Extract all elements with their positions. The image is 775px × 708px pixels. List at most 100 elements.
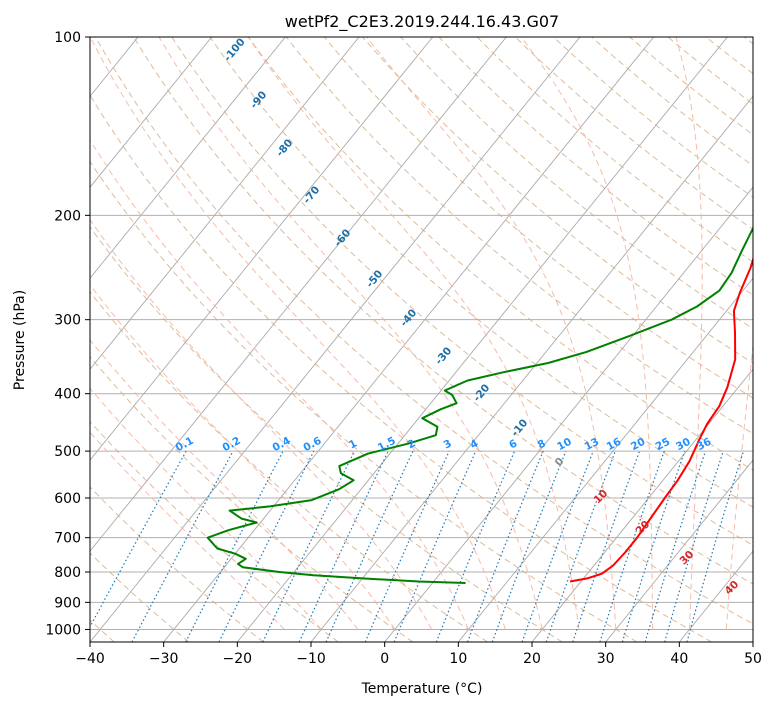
y-tick-label: 400 xyxy=(54,387,81,403)
mixing-ratio-label: 16 xyxy=(605,436,624,453)
x-axis-label: Temperature (°C) xyxy=(361,681,483,697)
mixing-ratio-line xyxy=(521,450,594,642)
y-tick-label: 300 xyxy=(54,313,81,329)
moist-adiabat-line xyxy=(90,339,359,630)
isotherm-line xyxy=(90,37,507,552)
dry-adiabat-line xyxy=(90,420,339,642)
moist-adiabat-line xyxy=(90,138,469,630)
mixing-ratio-line xyxy=(435,450,516,642)
dewpoint-profile-line xyxy=(206,224,753,584)
mixing-ratio-line xyxy=(298,450,389,642)
y-tick-label: 100 xyxy=(54,30,81,46)
dry-adiabat-label: -50 xyxy=(364,268,385,290)
y-tick-label: 600 xyxy=(54,491,81,507)
dry-adiabat-label: 0 xyxy=(553,455,567,468)
mixing-ratio-line xyxy=(262,450,355,642)
moist-adiabat-line xyxy=(247,37,580,630)
plot-frame xyxy=(89,36,754,643)
x-tick-label: 20 xyxy=(523,651,541,667)
x-tick-label: −30 xyxy=(149,651,179,667)
dry-adiabat-line xyxy=(362,37,753,364)
isotherm-line xyxy=(90,37,213,188)
dry-adiabat-line xyxy=(743,37,753,45)
mixing-ratio-line xyxy=(90,450,187,629)
isotherm-line xyxy=(531,368,753,642)
mixing-ratio-label: 8 xyxy=(536,437,548,451)
moist-adiabat-line xyxy=(90,431,285,630)
mixing-ratio-line xyxy=(686,450,745,642)
dry-adiabat-label: -10 xyxy=(509,417,530,439)
mixing-ratio-label: 25 xyxy=(654,436,673,453)
dry-adiabat-line xyxy=(90,486,264,642)
x-tick-label: −10 xyxy=(296,651,326,667)
moist-adiabat-label: 40 xyxy=(722,578,741,597)
moist-adiabat-line xyxy=(366,37,617,630)
isotherm-line xyxy=(163,37,655,642)
mixing-ratio-line xyxy=(325,450,414,642)
dry-adiabat-line xyxy=(591,37,753,167)
mixing-ratio-line xyxy=(545,450,616,642)
x-tick-label: 40 xyxy=(670,651,688,667)
moist-adiabat-line xyxy=(90,218,433,630)
dry-adiabat-label: -90 xyxy=(248,89,269,111)
isotherm-line xyxy=(384,186,753,642)
moist-adiabat-line xyxy=(725,341,753,630)
isotherm-line xyxy=(90,37,286,279)
dry-adiabat-label: -20 xyxy=(471,382,492,404)
moist-adiabat-label: 30 xyxy=(677,548,696,567)
dry-adiabat-line xyxy=(90,291,488,642)
isotherm-line xyxy=(457,277,753,642)
y-tick-label: 900 xyxy=(54,595,81,611)
x-tick-label: 50 xyxy=(744,651,762,667)
moist-adiabat-label: 10 xyxy=(591,487,610,506)
dry-adiabat-label: -80 xyxy=(274,137,295,159)
dry-adiabat-label: -100 xyxy=(222,36,248,64)
isotherm-line xyxy=(236,37,728,642)
isotherm-line xyxy=(90,37,434,461)
dry-adiabat-line xyxy=(90,160,638,642)
dry-adiabat-label: -40 xyxy=(398,307,419,329)
y-tick-label: 200 xyxy=(54,208,81,224)
dry-adiabat-line xyxy=(553,37,753,198)
isotherm-line xyxy=(90,37,581,642)
isotherm-line xyxy=(752,641,753,642)
x-tick-label: 10 xyxy=(449,651,467,667)
y-tick-label: 800 xyxy=(54,565,81,581)
dry-adiabat-line xyxy=(247,37,753,471)
mixing-ratio-label: 2 xyxy=(406,437,418,451)
moist-adiabat-line xyxy=(90,37,506,630)
mixing-ratio-label: 10 xyxy=(555,436,574,453)
mixing-ratio-label: 13 xyxy=(583,436,602,453)
background-lines xyxy=(90,37,753,642)
line-labels: 0.1 0.2 0.4 0.6 1 1.5 2 3 4 6 8 10 13 16 20 25 30 36-100-… xyxy=(174,36,742,597)
x-tick-label: −20 xyxy=(223,651,253,667)
mixing-ratio-line xyxy=(572,450,641,642)
mixing-ratio-line xyxy=(621,450,686,642)
dry-adiabat-line xyxy=(171,37,753,546)
isotherm-line xyxy=(605,459,753,642)
dry-adiabat-line xyxy=(90,94,712,642)
moist-adiabat-line xyxy=(158,37,543,630)
dry-adiabat-label: -70 xyxy=(301,184,322,206)
dry-adiabat-line xyxy=(324,37,753,399)
data-series xyxy=(206,224,753,584)
dry-adiabat-line xyxy=(90,226,563,642)
moist-adiabat-line xyxy=(675,37,703,630)
temperature-profile-line xyxy=(569,256,753,583)
x-tick-label: 0 xyxy=(380,651,389,667)
dry-adiabat-line xyxy=(95,37,753,625)
dry-adiabat-label: -30 xyxy=(433,345,454,367)
chart-title: wetPf2_C2E3.2019.244.16.43.G07 xyxy=(285,12,559,32)
y-tick-label: 1000 xyxy=(45,622,81,638)
mixing-ratio-line xyxy=(664,450,724,642)
y-tick-label: 500 xyxy=(54,444,81,460)
x-tick-label: −40 xyxy=(75,651,105,667)
dry-adiabat-line xyxy=(705,37,753,75)
y-tick-label: 700 xyxy=(54,531,81,547)
mixing-ratio-line xyxy=(393,450,477,642)
mixing-ratio-label: 20 xyxy=(629,436,648,453)
dry-adiabat-line xyxy=(514,37,753,230)
moist-adiabat-line xyxy=(90,283,396,630)
moist-adiabat-line xyxy=(520,37,654,630)
